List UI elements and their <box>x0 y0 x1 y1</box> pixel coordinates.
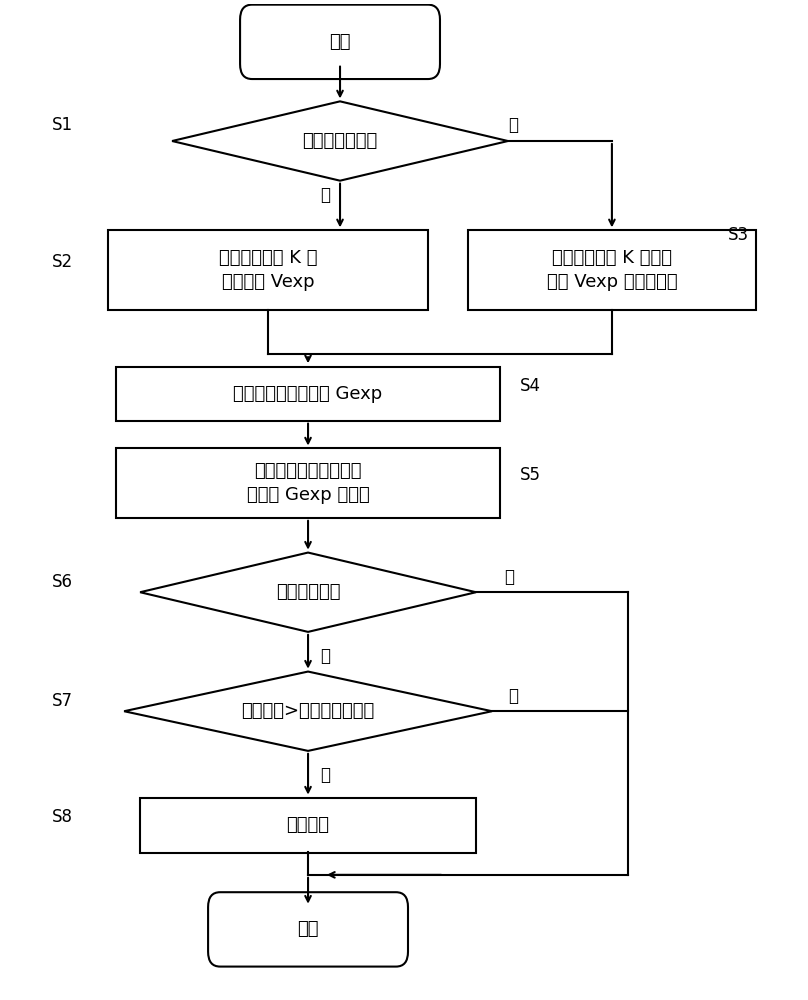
Text: S6: S6 <box>53 573 74 591</box>
Text: 加速已经结束？: 加速已经结束？ <box>302 132 377 150</box>
Text: 是: 是 <box>320 766 330 784</box>
Text: 返回: 返回 <box>297 920 319 938</box>
FancyBboxPatch shape <box>116 448 500 518</box>
Text: 保持梯度系数 K 和期望
车速 Vexp 的上一个值: 保持梯度系数 K 和期望 车速 Vexp 的上一个值 <box>546 249 677 291</box>
FancyBboxPatch shape <box>108 230 428 310</box>
Text: 否: 否 <box>508 116 518 134</box>
Text: 在减速期间？: 在减速期间？ <box>276 583 340 601</box>
Text: 是: 是 <box>320 647 330 665</box>
FancyBboxPatch shape <box>140 798 476 853</box>
Text: 计算可以提供再加速时
加速度 Gexp 的挡位: 计算可以提供再加速时 加速度 Gexp 的挡位 <box>246 462 369 504</box>
Text: S1: S1 <box>53 116 74 134</box>
Text: S3: S3 <box>728 226 749 244</box>
FancyBboxPatch shape <box>116 367 500 421</box>
Text: 更新梯度系数 K 和
期望车速 Vexp: 更新梯度系数 K 和 期望车速 Vexp <box>219 249 318 291</box>
Text: 否: 否 <box>504 568 514 586</box>
FancyBboxPatch shape <box>240 5 440 79</box>
Polygon shape <box>140 553 476 632</box>
Text: 开始: 开始 <box>330 33 351 51</box>
Text: S8: S8 <box>53 808 74 826</box>
Text: S7: S7 <box>53 692 74 710</box>
Text: 当前挡位>计算出的挡位？: 当前挡位>计算出的挡位？ <box>242 702 375 720</box>
Text: 计算再加速时加速度 Gexp: 计算再加速时加速度 Gexp <box>234 385 383 403</box>
Polygon shape <box>124 672 492 751</box>
Polygon shape <box>172 101 508 181</box>
FancyBboxPatch shape <box>208 892 408 967</box>
Text: 是: 是 <box>320 186 330 204</box>
Text: S5: S5 <box>520 466 541 484</box>
FancyBboxPatch shape <box>468 230 755 310</box>
Text: S2: S2 <box>53 253 74 271</box>
Text: 执行减挡: 执行减挡 <box>287 816 330 834</box>
Text: 否: 否 <box>508 687 518 705</box>
Text: S4: S4 <box>520 377 541 395</box>
